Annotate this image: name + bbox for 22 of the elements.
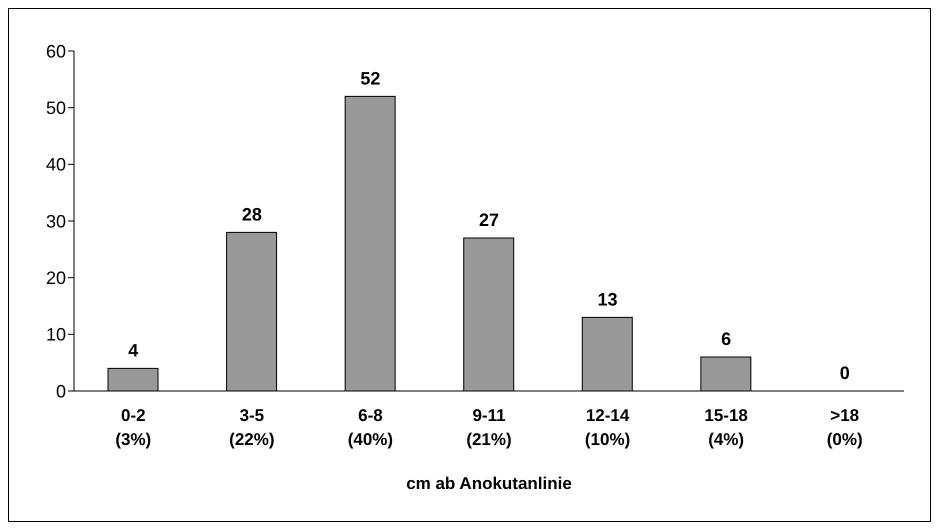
data-label: 4 bbox=[128, 340, 138, 360]
x-tick-label: 3-5 (22%) bbox=[229, 406, 275, 449]
data-label: 6 bbox=[721, 329, 732, 349]
y-tick-label: 10 bbox=[46, 324, 66, 345]
x-tick-label: 0-2 (3%) bbox=[115, 406, 152, 449]
data-label: 0 bbox=[840, 363, 850, 383]
data-label: 52 bbox=[360, 68, 380, 88]
y-tick-label: 30 bbox=[46, 211, 66, 232]
x-tick-label: 6-8 (40%) bbox=[348, 406, 394, 449]
y-tick-label: 40 bbox=[46, 154, 66, 175]
x-axis-title: cm ab Anokutanlinie bbox=[406, 474, 572, 493]
data-label: 27 bbox=[478, 210, 500, 230]
x-tick-label: 15-18 (4%) bbox=[704, 406, 748, 449]
y-tick-label: 50 bbox=[46, 98, 66, 118]
y-tick-label: 60 bbox=[46, 41, 66, 62]
x-tick-label: 9-11 (21%) bbox=[466, 406, 512, 449]
y-tick-label: 0 bbox=[56, 381, 66, 402]
x-tick-label: 12-14 (10%) bbox=[584, 406, 630, 449]
y-tick-label: 20 bbox=[46, 268, 66, 288]
data-label: 28 bbox=[242, 204, 262, 224]
data-label: 13 bbox=[598, 289, 618, 310]
x-tick-label: >18 (0%) bbox=[826, 406, 863, 449]
